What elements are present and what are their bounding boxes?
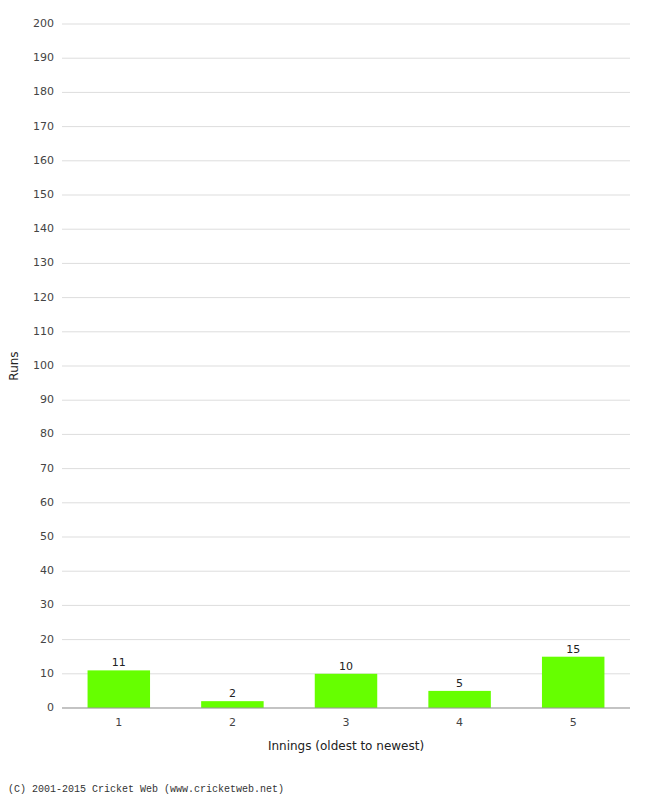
y-tick-label: 60 [40,496,54,509]
x-tick-label: 2 [229,716,236,729]
grid-line [62,468,630,469]
y-tick-label: 150 [33,188,54,201]
y-tick-label: 50 [40,530,54,543]
chart-container: 0102030405060708090100110120130140150160… [0,0,650,800]
grid-line [62,160,630,161]
grid-line [62,331,630,332]
grid [62,24,630,708]
y-tick-label: 0 [47,701,54,714]
y-tick-label: 140 [33,222,54,235]
grid-line [62,229,630,230]
x-tick-label: 4 [456,716,463,729]
y-tick-label: 10 [40,667,54,680]
y-tick-label: 110 [33,325,54,338]
grid-line [62,400,630,401]
y-axis-label: Runs [7,351,21,380]
data-label: 11 [112,656,126,669]
x-tick-label: 3 [343,716,350,729]
grid-line [62,708,630,709]
grid-line [62,639,630,640]
y-tick-label: 120 [33,291,54,304]
y-tick-label: 190 [33,51,54,64]
y-tick-label: 30 [40,598,54,611]
x-axis-label: Innings (oldest to newest) [268,739,424,753]
grid-line [62,58,630,59]
data-label: 15 [566,643,580,656]
grid-line [62,24,630,25]
x-tick-label: 5 [570,716,577,729]
bar [315,674,377,708]
grid-line [62,605,630,606]
bars [88,657,605,708]
y-tick-label: 130 [33,256,54,269]
grid-line [62,263,630,264]
chart-svg: 0102030405060708090100110120130140150160… [0,0,650,800]
y-axis: 0 10 20 30 40 50 60 70 80 90 100 110 120 130 140 150 160… [33,17,54,714]
y-tick-label: 90 [40,393,54,406]
bar [542,657,604,708]
x-axis: 1 2 3 4 5 [115,716,576,729]
y-tick-label: 20 [40,633,54,646]
grid-line [62,571,630,572]
grid-line [62,297,630,298]
bar [88,670,150,708]
data-label: 5 [456,677,463,690]
y-tick-label: 160 [33,154,54,167]
bar [428,691,490,708]
y-tick-label: 40 [40,564,54,577]
y-tick-label: 200 [33,17,54,30]
data-label: 10 [339,660,353,673]
grid-line [62,537,630,538]
y-tick-label: 170 [33,120,54,133]
x-axis-line [62,708,630,709]
y-tick-label: 100 [33,359,54,372]
y-tick-label: 180 [33,85,54,98]
y-tick-label: 70 [40,462,54,475]
grid-line [62,502,630,503]
grid-line [62,195,630,196]
y-tick-label: 80 [40,427,54,440]
grid-line [62,126,630,127]
data-label: 2 [229,687,236,700]
grid-line [62,366,630,367]
x-tick-label: 1 [115,716,122,729]
grid-line [62,434,630,435]
footer-annotation: (C) 2001-2015 Cricket Web (www.cricketwe… [8,784,284,795]
grid-line [62,92,630,93]
data-labels: 11 2 10 5 15 [112,643,580,700]
bar [201,701,263,708]
